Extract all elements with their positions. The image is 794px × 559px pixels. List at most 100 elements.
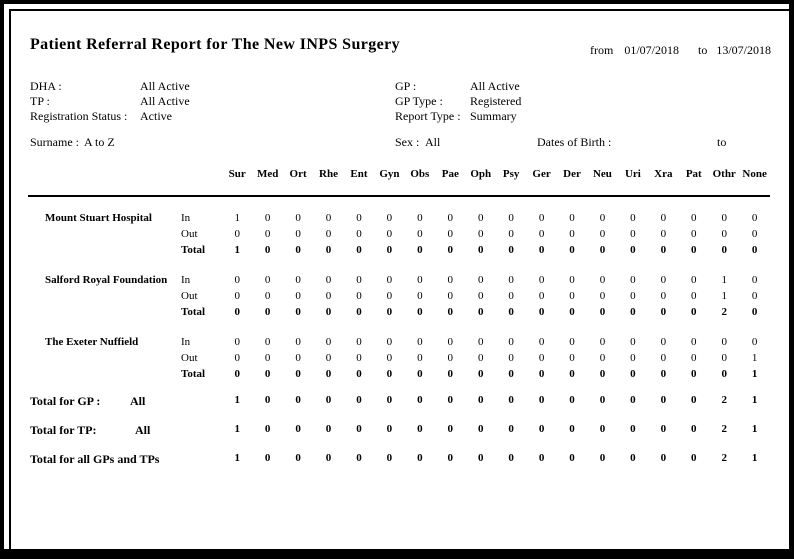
value-cell: 0 bbox=[325, 290, 332, 302]
report-type-label: Report Type : bbox=[395, 109, 461, 123]
value-cell: 0 bbox=[477, 290, 484, 302]
value-cell: 0 bbox=[417, 368, 423, 380]
value-cell: 1 bbox=[234, 394, 240, 406]
value-cell: 0 bbox=[417, 228, 423, 240]
facility-row: Salford Royal Foundation In 0 0 0 0 0 0 0 0 0 0 0 0 0 0… bbox=[28, 274, 770, 288]
value-cell: 0 bbox=[356, 336, 362, 348]
registration-status-label: Registration Status : bbox=[30, 109, 128, 123]
report-type-value: Summary bbox=[470, 109, 517, 123]
facility-row: The Exeter Nuffield In 0 0 0 0 0 0 0 0 0 0 0 0 0 0 0 0 0 0 bbox=[28, 336, 770, 350]
total-row-label: Total for TP: bbox=[30, 423, 97, 437]
value-cell: 0 bbox=[264, 452, 271, 464]
value-cell: 0 bbox=[508, 244, 514, 256]
period-to-label: to bbox=[698, 43, 708, 57]
value-cell: 0 bbox=[356, 452, 362, 464]
value-cell: 0 bbox=[325, 244, 332, 256]
value-cell: 0 bbox=[264, 274, 271, 286]
col-header-med: Med bbox=[256, 168, 279, 180]
value-cell: 0 bbox=[660, 228, 667, 240]
value-cell: 0 bbox=[477, 423, 484, 435]
value-cell: 0 bbox=[295, 306, 301, 318]
value-cell: 0 bbox=[477, 368, 484, 380]
value-cell: 0 bbox=[569, 244, 575, 256]
value-cell: 0 bbox=[691, 212, 697, 224]
value-cell: 0 bbox=[569, 212, 575, 224]
value-cell: 0 bbox=[751, 274, 758, 286]
value-cell: 0 bbox=[630, 306, 636, 318]
value-cell: 0 bbox=[234, 368, 240, 380]
value-cell: 0 bbox=[295, 244, 301, 256]
value-cell: 0 bbox=[447, 290, 454, 302]
value-cell: 0 bbox=[295, 228, 301, 240]
value-cell: 0 bbox=[691, 368, 697, 380]
col-header-der: Der bbox=[563, 168, 581, 180]
value-cell: 0 bbox=[538, 352, 545, 364]
value-cell: 0 bbox=[264, 336, 271, 348]
value-cell: 0 bbox=[234, 274, 240, 286]
col-header-pae: Pae bbox=[441, 168, 459, 180]
registration-status-value: Active bbox=[140, 109, 172, 123]
value-cell: 0 bbox=[234, 336, 240, 348]
value-cell: 0 bbox=[295, 452, 301, 464]
value-cell: 0 bbox=[538, 306, 545, 318]
facility-row: Out 0 0 0 0 0 0 0 0 0 0 0 0 0 0 0 0 0 1 bbox=[28, 352, 770, 366]
value-cell: 0 bbox=[721, 212, 727, 224]
value-cell: 0 bbox=[630, 274, 636, 286]
value-cell: 0 bbox=[417, 290, 423, 302]
value-cell: 0 bbox=[264, 228, 271, 240]
value-cell: 0 bbox=[538, 394, 545, 406]
total-row-sublabel: All bbox=[130, 394, 146, 408]
value-cell: 0 bbox=[721, 368, 727, 380]
value-cell: 0 bbox=[660, 274, 667, 286]
facility-row-values: 0 0 0 0 0 0 0 0 0 0 0 0 0 0 0 0 1 0 bbox=[222, 290, 770, 302]
value-cell: 0 bbox=[538, 452, 545, 464]
facility-row: Out 0 0 0 0 0 0 0 0 0 0 0 0 0 0 0 0 1 0 bbox=[28, 290, 770, 304]
gp-type-label: GP Type : bbox=[395, 94, 443, 108]
value-cell: 0 bbox=[356, 290, 362, 302]
facility-row-values: 1 0 0 0 0 0 0 0 0 0 0 0 0 0 0 0 0 0 bbox=[222, 244, 770, 256]
total-row-label: Total for GP : bbox=[30, 394, 101, 408]
value-cell: 0 bbox=[264, 306, 271, 318]
value-cell: 0 bbox=[660, 212, 667, 224]
value-cell: 0 bbox=[508, 394, 514, 406]
value-cell: 1 bbox=[234, 244, 240, 256]
value-cell: 0 bbox=[599, 394, 606, 406]
value-cell: 0 bbox=[447, 336, 454, 348]
col-header-rhe: Rhe bbox=[319, 168, 338, 180]
value-cell: 0 bbox=[325, 368, 332, 380]
meta-row-gp: GP : All Active bbox=[395, 79, 520, 94]
value-cell: 0 bbox=[569, 274, 575, 286]
facility-row-values: 0 0 0 0 0 0 0 0 0 0 0 0 0 0 0 0 0 0 bbox=[222, 336, 770, 348]
value-cell: 0 bbox=[356, 274, 362, 286]
value-cell: 0 bbox=[447, 228, 454, 240]
col-header-ort: Ort bbox=[289, 168, 307, 180]
value-cell: 0 bbox=[356, 212, 362, 224]
gp-type-value: Registered bbox=[470, 94, 522, 108]
col-header-uri: Uri bbox=[624, 168, 641, 180]
value-cell: 0 bbox=[264, 368, 271, 380]
value-cell: 0 bbox=[447, 423, 454, 435]
value-cell: 0 bbox=[417, 394, 423, 406]
value-cell: 0 bbox=[508, 290, 514, 302]
value-cell: 0 bbox=[447, 212, 454, 224]
surname-label: Surname : bbox=[30, 135, 79, 149]
value-cell: 0 bbox=[386, 368, 393, 380]
value-cell: 0 bbox=[417, 452, 423, 464]
sex-label: Sex : bbox=[395, 135, 420, 149]
value-cell: 0 bbox=[447, 452, 454, 464]
value-cell: 0 bbox=[691, 228, 697, 240]
value-cell: 0 bbox=[477, 336, 484, 348]
value-cell: 0 bbox=[569, 336, 575, 348]
value-cell: 2 bbox=[721, 394, 727, 406]
col-header-sur: Sur bbox=[228, 168, 246, 180]
value-cell: 0 bbox=[660, 452, 667, 464]
value-cell: 0 bbox=[417, 336, 423, 348]
direction-label: Total bbox=[181, 306, 206, 318]
direction-label: In bbox=[181, 336, 191, 348]
value-cell: 0 bbox=[660, 336, 667, 348]
value-cell: 0 bbox=[599, 352, 606, 364]
value-cell: 0 bbox=[386, 290, 393, 302]
value-cell: 0 bbox=[630, 452, 636, 464]
value-cell: 0 bbox=[447, 274, 454, 286]
value-cell: 0 bbox=[538, 212, 545, 224]
